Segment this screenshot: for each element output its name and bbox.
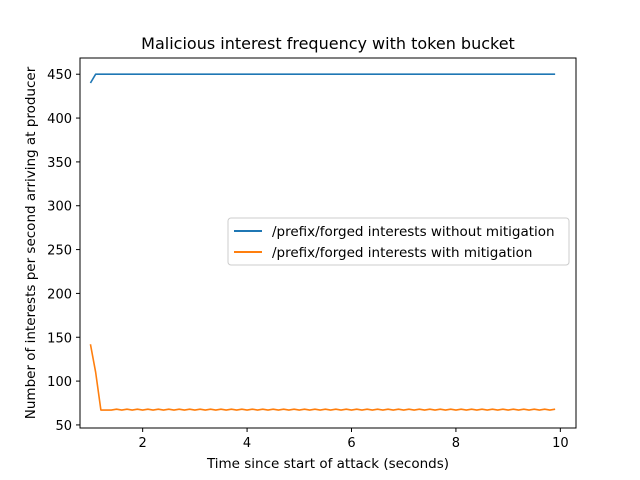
- axes-frame: [79, 57, 577, 429]
- x-tick-label: 6: [347, 436, 355, 451]
- y-axis: 50 100 150 200 250 300 350 400 450: [47, 68, 80, 434]
- x-tick-label: 4: [243, 436, 251, 451]
- series-layer: [89, 73, 556, 411]
- y-axis-label: Number of interests per second arriving …: [23, 66, 39, 419]
- chart-title: Malicious interest frequency with token …: [141, 34, 515, 53]
- plot-area: [79, 57, 577, 429]
- legend: /prefix/forged interests without mitigat…: [227, 217, 570, 266]
- x-tick-label: 10: [552, 436, 569, 451]
- y-tick-label: 300: [47, 200, 72, 215]
- series-line-without-mitigation: [89, 73, 556, 84]
- y-tick-label: 250: [47, 244, 72, 259]
- series-line-with-mitigation: [89, 344, 556, 411]
- y-tick-label: 400: [47, 112, 72, 127]
- y-tick-label: 150: [47, 331, 72, 346]
- y-tick-label: 350: [47, 156, 72, 171]
- legend-label-with-mitigation: /prefix/forged interests with mitigation: [272, 245, 532, 261]
- legend-box: [227, 217, 570, 266]
- y-tick-label: 200: [47, 287, 72, 302]
- y-tick-label: 50: [55, 419, 72, 434]
- x-axis: 2 4 6 8 10: [139, 428, 569, 451]
- x-tick-label: 8: [452, 436, 460, 451]
- legend-label-without-mitigation: /prefix/forged interests without mitigat…: [272, 224, 555, 240]
- y-tick-label: 100: [47, 375, 72, 390]
- y-tick-label: 450: [47, 68, 72, 83]
- x-axis-label: Time since start of attack (seconds): [206, 456, 449, 472]
- x-tick-label: 2: [139, 436, 147, 451]
